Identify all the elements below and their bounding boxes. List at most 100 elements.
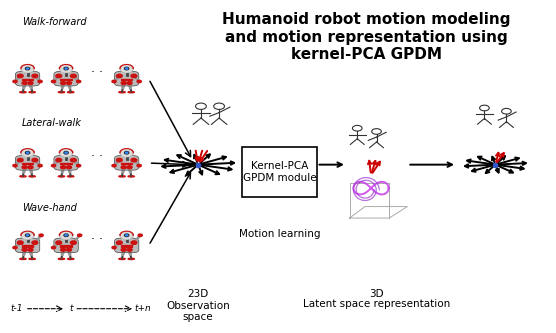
Circle shape (61, 166, 66, 169)
Circle shape (120, 149, 133, 157)
Circle shape (61, 248, 66, 251)
Circle shape (121, 66, 132, 72)
Circle shape (131, 241, 137, 244)
Ellipse shape (29, 176, 35, 177)
Circle shape (120, 231, 133, 239)
Circle shape (116, 159, 122, 162)
Circle shape (121, 166, 126, 169)
Circle shape (28, 82, 33, 85)
Circle shape (71, 74, 76, 78)
Wedge shape (120, 65, 133, 69)
Circle shape (64, 67, 68, 70)
Circle shape (67, 248, 72, 251)
Ellipse shape (58, 176, 64, 177)
Text: · ·: · · (91, 150, 103, 163)
Bar (60, 245, 72, 247)
Circle shape (56, 74, 62, 78)
Wedge shape (120, 231, 133, 235)
Circle shape (22, 248, 27, 251)
Circle shape (27, 68, 28, 69)
FancyBboxPatch shape (16, 72, 39, 86)
Circle shape (67, 82, 72, 85)
Circle shape (28, 166, 33, 169)
Text: · ·: · · (91, 233, 103, 246)
Circle shape (65, 152, 67, 153)
Circle shape (26, 234, 29, 236)
Text: Latent space representation: Latent space representation (303, 299, 450, 309)
Circle shape (137, 80, 141, 83)
Bar (60, 79, 72, 80)
Circle shape (127, 248, 132, 251)
Circle shape (26, 152, 29, 154)
Circle shape (13, 80, 17, 83)
Ellipse shape (58, 258, 64, 259)
Ellipse shape (67, 176, 74, 177)
Circle shape (64, 234, 68, 236)
Ellipse shape (119, 92, 125, 93)
Circle shape (127, 82, 132, 85)
Bar (22, 163, 33, 165)
Circle shape (77, 165, 81, 167)
Wedge shape (59, 149, 73, 153)
Circle shape (52, 80, 56, 83)
Text: Motion learning: Motion learning (239, 229, 320, 239)
Bar (60, 163, 72, 165)
Wedge shape (59, 231, 73, 235)
Circle shape (56, 241, 62, 244)
Circle shape (131, 159, 137, 162)
Circle shape (17, 74, 23, 78)
FancyBboxPatch shape (16, 156, 39, 170)
Circle shape (126, 235, 128, 236)
Circle shape (32, 159, 38, 162)
Text: · ·: · · (91, 66, 103, 79)
Circle shape (125, 67, 129, 70)
Text: Walk-forward: Walk-forward (22, 17, 87, 27)
FancyBboxPatch shape (16, 238, 39, 253)
Circle shape (125, 234, 129, 236)
Circle shape (65, 235, 67, 236)
Circle shape (38, 165, 42, 167)
Circle shape (59, 231, 73, 239)
Circle shape (121, 82, 126, 85)
Text: t+n: t+n (135, 304, 152, 313)
Circle shape (56, 159, 62, 162)
Circle shape (127, 166, 132, 169)
Text: t: t (70, 304, 73, 313)
FancyBboxPatch shape (242, 147, 316, 197)
Circle shape (17, 159, 23, 162)
Circle shape (52, 165, 56, 167)
Circle shape (67, 166, 72, 169)
Circle shape (71, 241, 76, 244)
Circle shape (116, 74, 122, 78)
Ellipse shape (20, 258, 26, 259)
FancyBboxPatch shape (115, 156, 139, 170)
Circle shape (27, 235, 28, 236)
Ellipse shape (119, 176, 125, 177)
Circle shape (64, 152, 68, 154)
Ellipse shape (128, 176, 135, 177)
Text: Kernel-PCA
GPDM module: Kernel-PCA GPDM module (242, 161, 316, 183)
Circle shape (137, 165, 141, 167)
Circle shape (120, 65, 133, 73)
Circle shape (61, 66, 71, 72)
Circle shape (22, 232, 33, 239)
Circle shape (21, 149, 34, 157)
Circle shape (39, 234, 43, 236)
Bar (121, 79, 132, 80)
Circle shape (78, 234, 82, 236)
FancyBboxPatch shape (115, 72, 139, 86)
Circle shape (28, 248, 33, 251)
Circle shape (121, 232, 132, 239)
Circle shape (121, 150, 132, 156)
Circle shape (21, 231, 34, 239)
Ellipse shape (128, 258, 135, 259)
Ellipse shape (67, 258, 74, 259)
Circle shape (112, 246, 116, 249)
Circle shape (32, 241, 38, 244)
Circle shape (22, 82, 27, 85)
Circle shape (126, 68, 128, 69)
Bar (22, 245, 33, 247)
Circle shape (38, 80, 42, 83)
Circle shape (52, 246, 56, 249)
Text: Wave-hand: Wave-hand (22, 203, 77, 213)
